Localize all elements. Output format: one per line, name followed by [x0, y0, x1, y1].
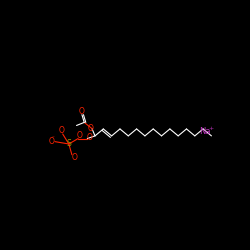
Text: ⁻: ⁻ — [52, 136, 55, 141]
Text: O: O — [48, 137, 54, 146]
Text: S: S — [66, 140, 71, 148]
Text: O: O — [87, 132, 92, 141]
Text: O: O — [88, 124, 93, 133]
Text: O: O — [71, 152, 77, 162]
Text: O: O — [77, 131, 82, 140]
Text: +: + — [208, 126, 213, 131]
Text: O: O — [58, 126, 64, 135]
Text: Na: Na — [200, 127, 211, 136]
Text: O: O — [79, 107, 85, 116]
